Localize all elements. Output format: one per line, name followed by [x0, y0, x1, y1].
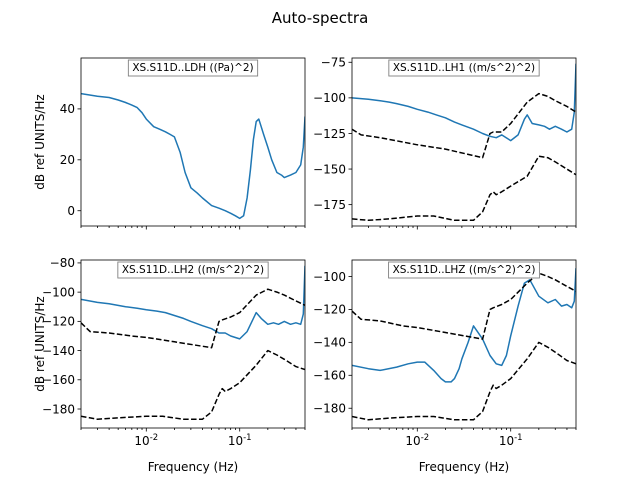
x-tick-label: 10-1 — [228, 433, 252, 448]
x-tick-label: 10-1 — [499, 433, 523, 448]
noise-model-line-1 — [352, 272, 576, 340]
y-tick-label: −140 — [313, 336, 346, 350]
x-axis-label: Frequency (Hz) — [419, 460, 510, 474]
x-tick-label: 10-2 — [134, 433, 158, 448]
panel-frame — [351, 57, 577, 227]
x-tick-label-base: 10 — [228, 434, 243, 448]
x-tick-label: 10-2 — [405, 433, 429, 448]
noise-model-line-2 — [81, 349, 305, 420]
y-axis-label: dB ref UNITS/Hz — [33, 94, 47, 189]
x-axis-label: Frequency (Hz) — [148, 460, 239, 474]
panel-frame — [80, 259, 306, 429]
panel-frame — [80, 57, 306, 227]
channel-annotation: XS.S11D..LHZ ((m/s^2)^2) — [393, 264, 536, 276]
spectrum-line-0 — [352, 268, 576, 383]
channel-annotation-box — [388, 261, 540, 279]
spectrum-line-0 — [352, 63, 576, 142]
figure-title: Auto-spectra — [272, 9, 369, 27]
noise-model-line-1 — [81, 288, 305, 349]
y-tick-label: −120 — [313, 303, 346, 317]
spectrum-line-0 — [81, 265, 305, 340]
x-tick-label-exponent: -1 — [243, 433, 251, 443]
y-tick-label: −140 — [42, 344, 75, 358]
y-tick-label: −180 — [42, 402, 75, 416]
y-tick-label: −160 — [42, 373, 75, 387]
noise-model-line-2 — [352, 341, 576, 421]
x-tick-label-base: 10 — [405, 434, 420, 448]
x-tick-label-base: 10 — [134, 434, 149, 448]
y-tick-label: 40 — [60, 102, 75, 116]
y-tick-label: −160 — [313, 369, 346, 383]
channel-annotation: XS.S11D..LH2 ((m/s^2)^2) — [122, 264, 264, 276]
y-tick-label: −125 — [313, 127, 346, 141]
x-tick-label-exponent: -1 — [514, 433, 522, 443]
y-tick-label: −75 — [321, 56, 346, 70]
y-tick-label: −80 — [50, 256, 75, 270]
panel-top-right: −175 −150 −125 −100 −75 XS.S11D..LH1 ((m/s^2)… — [313, 56, 577, 230]
y-tick-label: 0 — [67, 204, 75, 218]
y-tick-label: −120 — [42, 315, 75, 329]
channel-annotation-box — [127, 59, 259, 77]
channel-annotation: XS.S11D..LH1 ((m/s^2)^2) — [393, 62, 535, 74]
x-tick-label-exponent: -2 — [421, 433, 429, 443]
panel-top-left: 0 20 40 dB ref UNITS/Hz XS.S11D..LDH ((Pa)^2… — [33, 57, 306, 230]
channel-annotation-box — [117, 261, 269, 279]
spectrum-line-0 — [81, 92, 305, 220]
panel-frame — [351, 259, 577, 429]
panels: 0 20 40 dB ref UNITS/Hz XS.S11D..LDH ((Pa)^2… — [33, 56, 577, 474]
y-tick-label: −100 — [42, 285, 75, 299]
y-axis-label: dB ref UNITS/Hz — [33, 296, 47, 391]
channel-annotation-box — [388, 59, 540, 77]
y-tick-label: −100 — [313, 270, 346, 284]
y-tick-label: −150 — [313, 162, 346, 176]
channel-annotation: XS.S11D..LDH ((Pa)^2) — [132, 62, 253, 74]
noise-model-line-1 — [352, 92, 576, 159]
y-tick-label: −100 — [313, 91, 346, 105]
noise-model-line-2 — [352, 155, 576, 222]
y-tick-label: −175 — [313, 198, 346, 212]
x-tick-label-exponent: -2 — [150, 433, 158, 443]
y-tick-label: −180 — [313, 402, 346, 416]
x-tick-label-base: 10 — [499, 434, 514, 448]
y-tick-label: 20 — [60, 153, 75, 167]
